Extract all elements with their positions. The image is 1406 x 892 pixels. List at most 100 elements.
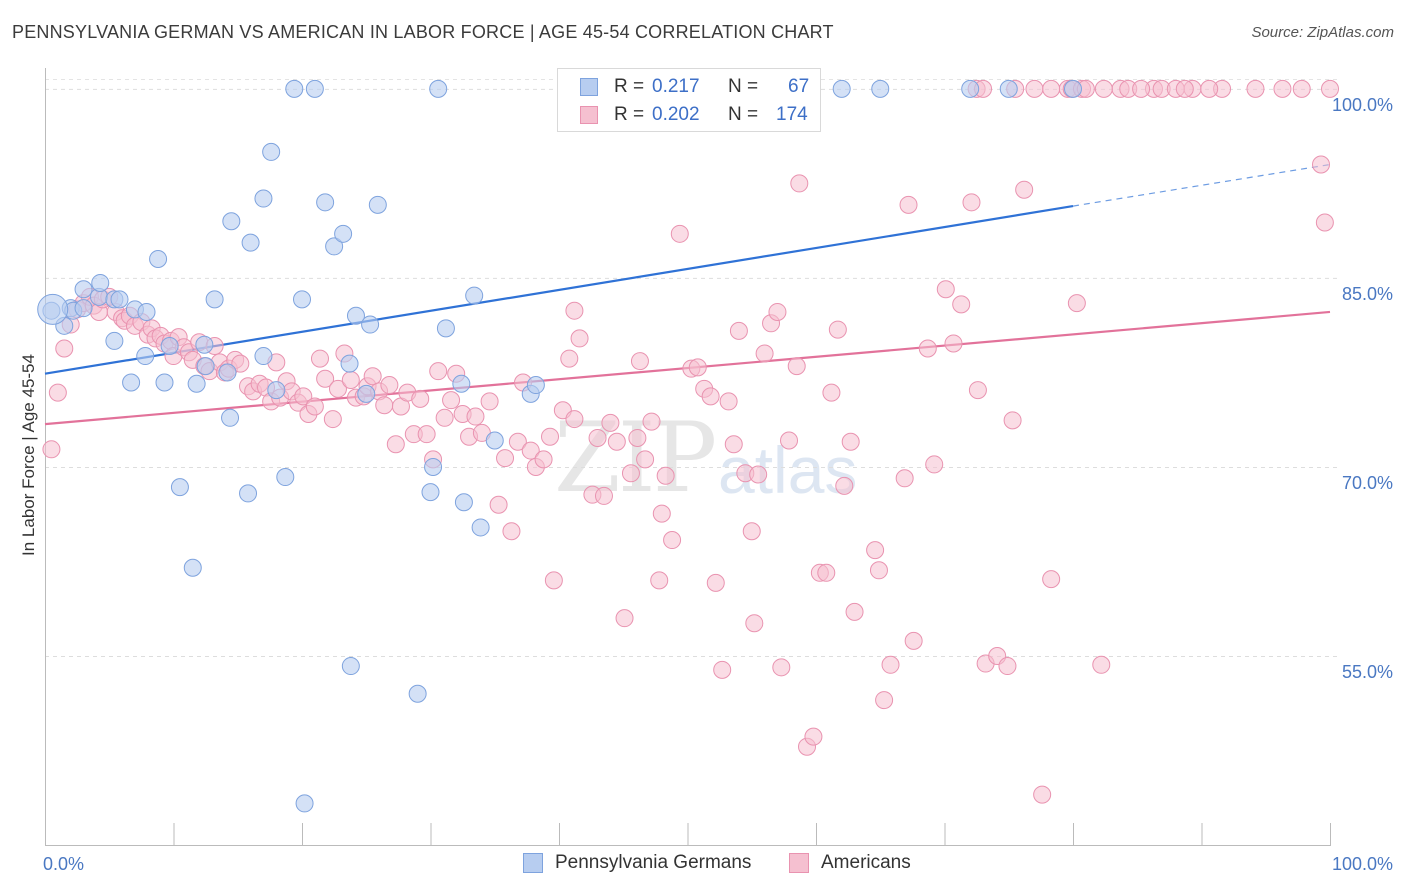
point-americans [719, 392, 738, 411]
point-pennsylvania-germans [239, 484, 258, 503]
point-pennsylvania-germans [267, 381, 286, 400]
point-pennsylvania-germans [218, 363, 237, 382]
point-americans [1092, 655, 1111, 674]
point-americans [601, 413, 620, 432]
point-americans [1042, 570, 1061, 589]
point-pennsylvania-germans [110, 290, 129, 309]
point-americans [541, 427, 560, 446]
point-pennsylvania-germans [832, 79, 851, 98]
point-pennsylvania-germans [221, 408, 240, 427]
point-americans [817, 563, 836, 582]
point-americans [835, 476, 854, 495]
y-tick-label: 70.0% [1342, 473, 1393, 493]
point-pennsylvania-germans [183, 558, 202, 577]
point-americans [1292, 79, 1311, 98]
point-americans [742, 522, 761, 541]
point-pennsylvania-germans [136, 347, 155, 366]
source-label: Source: ZipAtlas.com [1251, 24, 1394, 41]
point-americans [55, 339, 74, 358]
data-points [37, 79, 1339, 813]
point-americans [328, 379, 347, 398]
point-americans [466, 407, 485, 426]
point-americans [866, 541, 885, 560]
point-pennsylvania-germans [452, 374, 471, 393]
point-americans [435, 408, 454, 427]
point-americans [713, 660, 732, 679]
point-pennsylvania-germans [254, 189, 273, 208]
point-pennsylvania-germans [170, 478, 189, 497]
point-americans [724, 435, 743, 454]
point-americans [804, 727, 823, 746]
point-americans [489, 495, 508, 514]
point-pennsylvania-germans [361, 315, 380, 334]
point-americans [565, 410, 584, 429]
point-americans [841, 432, 860, 451]
point-pennsylvania-germans [357, 384, 376, 403]
point-americans [508, 432, 527, 451]
point-americans [544, 571, 563, 590]
chart-title: PENNSYLVANIA GERMAN VS AMERICAN IN LABOR… [12, 22, 834, 42]
legend-n-value: 67 [788, 76, 810, 97]
point-pennsylvania-germans [276, 468, 295, 487]
point-pennsylvania-germans [368, 195, 387, 214]
point-americans [1025, 79, 1044, 98]
point-pennsylvania-germans [137, 302, 156, 321]
y-tick-label: 55.0% [1342, 662, 1393, 682]
bottom-legend-label: Americans [821, 852, 911, 873]
y-tick-label: 85.0% [1342, 284, 1393, 304]
axes [45, 68, 1331, 846]
point-americans [998, 657, 1017, 676]
point-pennsylvania-germans [105, 331, 124, 350]
point-americans [411, 389, 430, 408]
point-americans [534, 450, 553, 469]
point-americans [636, 450, 655, 469]
x-tick-label: 0.0% [43, 854, 84, 874]
point-americans [790, 174, 809, 193]
point-americans [628, 428, 647, 447]
point-pennsylvania-germans [421, 483, 440, 502]
point-americans [828, 320, 847, 339]
point-americans [652, 504, 671, 523]
legend-n-value: 174 [776, 104, 808, 125]
point-americans [729, 321, 748, 340]
point-americans [944, 334, 963, 353]
point-pennsylvania-germans [149, 250, 168, 269]
point-americans [417, 425, 436, 444]
point-americans [1042, 79, 1061, 98]
point-americans [869, 561, 888, 580]
point-americans [1312, 155, 1331, 174]
point-pennsylvania-germans [436, 319, 455, 338]
point-americans [570, 329, 589, 348]
point-pennsylvania-germans [262, 142, 281, 161]
point-americans [1273, 79, 1292, 98]
point-americans [323, 410, 342, 429]
point-pennsylvania-germans [37, 293, 69, 325]
point-americans [787, 357, 806, 376]
legend-swatch-pink [580, 106, 598, 124]
point-americans [231, 354, 250, 373]
point-americans [341, 371, 360, 389]
point-pennsylvania-germans [465, 286, 484, 305]
legend-r-label: R = [614, 76, 645, 97]
tick-labels: 55.0% 70.0% 85.0% 100.0% 0.0% 100.0% [43, 95, 1393, 874]
point-pennsylvania-germans [222, 212, 241, 231]
point-pennsylvania-germans [254, 347, 273, 366]
point-pennsylvania-germans [408, 684, 427, 703]
legend-swatch-blue [580, 78, 598, 96]
point-pennsylvania-germans [91, 273, 110, 292]
point-americans [918, 339, 937, 358]
point-americans [310, 349, 329, 368]
point-americans [1015, 180, 1034, 199]
point-pennsylvania-germans [961, 79, 980, 98]
point-pennsylvania-germans [205, 290, 224, 309]
point-americans [1315, 213, 1334, 232]
point-pennsylvania-germans [346, 306, 365, 325]
point-pennsylvania-germans [424, 457, 443, 476]
point-pennsylvania-germans [295, 794, 314, 813]
legend: R = 0.217 N = 67 R = 0.202 N = 174 [557, 68, 821, 132]
point-pennsylvania-germans [341, 657, 360, 676]
point-americans [899, 195, 918, 214]
point-pennsylvania-germans [187, 374, 206, 393]
point-americans [1321, 79, 1339, 98]
point-americans [904, 631, 923, 650]
